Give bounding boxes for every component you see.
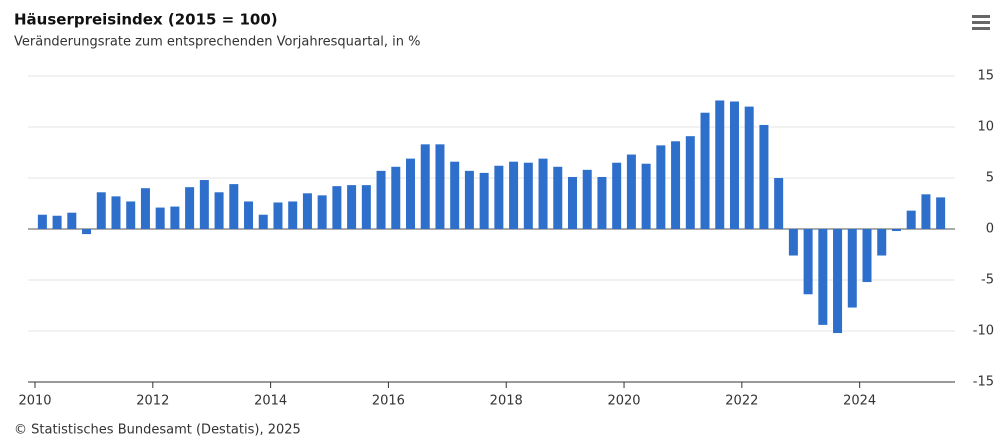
bar <box>803 229 813 295</box>
bar <box>538 158 548 229</box>
bar <box>37 214 47 229</box>
bar <box>833 229 843 334</box>
bar <box>140 188 150 229</box>
bar <box>82 229 92 235</box>
x-tick-label: 2022 <box>725 394 758 409</box>
bar <box>597 176 607 229</box>
bar <box>759 124 769 229</box>
bar <box>685 136 695 229</box>
bar <box>626 154 636 229</box>
bar <box>420 144 430 229</box>
bar <box>891 229 901 232</box>
x-tick-label: 2020 <box>607 394 640 409</box>
bar <box>229 184 239 229</box>
y-tick-label: -5 <box>981 273 994 288</box>
bar <box>111 196 121 229</box>
x-tick-label: 2014 <box>254 394 287 409</box>
bar <box>818 229 828 325</box>
bar <box>96 192 106 229</box>
bar <box>641 163 651 229</box>
x-tick-label: 2010 <box>18 394 51 409</box>
x-tick-label: 2016 <box>372 394 405 409</box>
menu-bar <box>972 27 990 30</box>
bar <box>523 162 533 229</box>
bar <box>464 170 474 229</box>
bar <box>906 210 916 229</box>
bar <box>671 141 681 229</box>
bar <box>612 162 622 229</box>
bar <box>376 170 386 229</box>
bar <box>258 214 268 229</box>
bar <box>52 215 62 229</box>
bar <box>155 207 165 229</box>
bar <box>347 185 357 229</box>
bar <box>921 194 931 229</box>
chart-subtitle: Veränderungsrate zum entsprechenden Vorj… <box>14 35 421 50</box>
bar <box>862 229 872 283</box>
bar <box>244 201 254 229</box>
bar <box>877 229 887 256</box>
source: © Statistisches Bundesamt (Destatis), 20… <box>14 423 301 438</box>
menu-bar <box>972 15 990 18</box>
bar <box>479 172 489 229</box>
bar <box>744 106 754 229</box>
menu-button[interactable] <box>972 15 990 30</box>
y-tick-label: 5 <box>986 171 994 186</box>
bar <box>847 229 857 308</box>
y-tick-label: -10 <box>973 324 994 339</box>
x-tick-label: 2018 <box>490 394 523 409</box>
bar <box>391 166 401 229</box>
x-tick-label: 2024 <box>843 394 876 409</box>
bar <box>126 201 136 229</box>
bar <box>199 180 209 229</box>
bar <box>729 101 739 229</box>
bar <box>332 186 342 229</box>
bar <box>273 202 283 229</box>
bar <box>582 169 592 229</box>
bar <box>302 193 312 229</box>
bar <box>715 100 725 229</box>
bar <box>361 185 371 229</box>
bar <box>509 161 519 229</box>
y-tick-label: 10 <box>977 120 994 135</box>
bar <box>567 176 577 229</box>
y-tick-label: -15 <box>973 375 994 390</box>
bar <box>317 195 327 229</box>
bar <box>553 166 563 229</box>
bar <box>656 145 666 229</box>
bar <box>700 112 710 229</box>
bar <box>406 158 416 229</box>
bar <box>170 206 180 229</box>
x-tick-label: 2012 <box>136 394 169 409</box>
menu-bar <box>972 21 990 24</box>
y-tick-label: 15 <box>977 69 994 84</box>
bar <box>494 165 504 229</box>
bar <box>450 161 460 229</box>
bar <box>774 178 784 229</box>
chart-title: Häuserpreisindex (2015 = 100) <box>14 11 278 29</box>
bar <box>67 212 77 229</box>
bar <box>435 144 445 229</box>
y-tick-label: 0 <box>986 222 994 237</box>
bar <box>936 197 946 229</box>
bar <box>288 201 298 229</box>
bar <box>214 192 224 229</box>
bar <box>185 187 195 229</box>
bar <box>788 229 798 256</box>
